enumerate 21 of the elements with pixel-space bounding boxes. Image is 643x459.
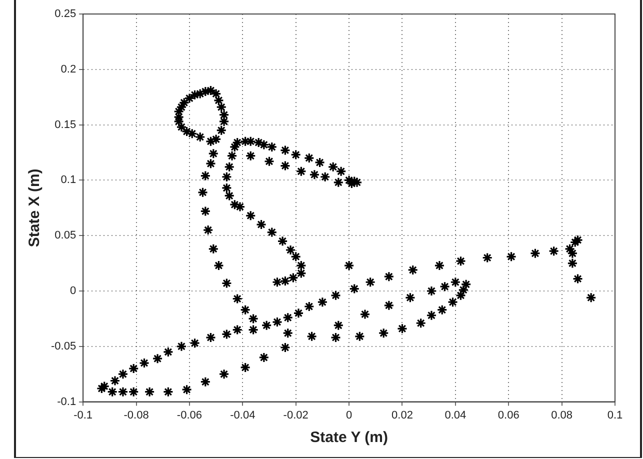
- y-tick-label: 0.2: [60, 63, 76, 76]
- y-tick-label: 0: [70, 285, 76, 298]
- x-tick-label: -0.06: [176, 409, 202, 422]
- x-tick-label: -0.1: [74, 409, 93, 422]
- y-tick-label: 0.25: [54, 8, 76, 20]
- x-tick-label: -0.04: [230, 409, 256, 422]
- y-tick-label: 0.1: [60, 174, 76, 186]
- x-tick-label: 0.08: [551, 409, 573, 422]
- y-tick-label: 0.05: [54, 230, 76, 242]
- y-tick-label: -0.05: [50, 340, 76, 352]
- x-tick-label: -0.02: [283, 409, 308, 422]
- x-tick-label: -0.08: [124, 409, 149, 422]
- x-tick-label: 0.1: [607, 409, 623, 422]
- x-tick-label: 0: [346, 409, 352, 422]
- x-tick-label: 0.04: [444, 409, 466, 422]
- x-tick-label: 0.06: [498, 409, 520, 422]
- y-axis-title: State X (m): [26, 168, 44, 248]
- y-tick-label: 0.15: [54, 118, 76, 131]
- y-tick-label: -0.1: [57, 396, 76, 408]
- x-axis-title: State Y (m): [310, 429, 388, 446]
- x-tick-label: 0.02: [392, 409, 413, 422]
